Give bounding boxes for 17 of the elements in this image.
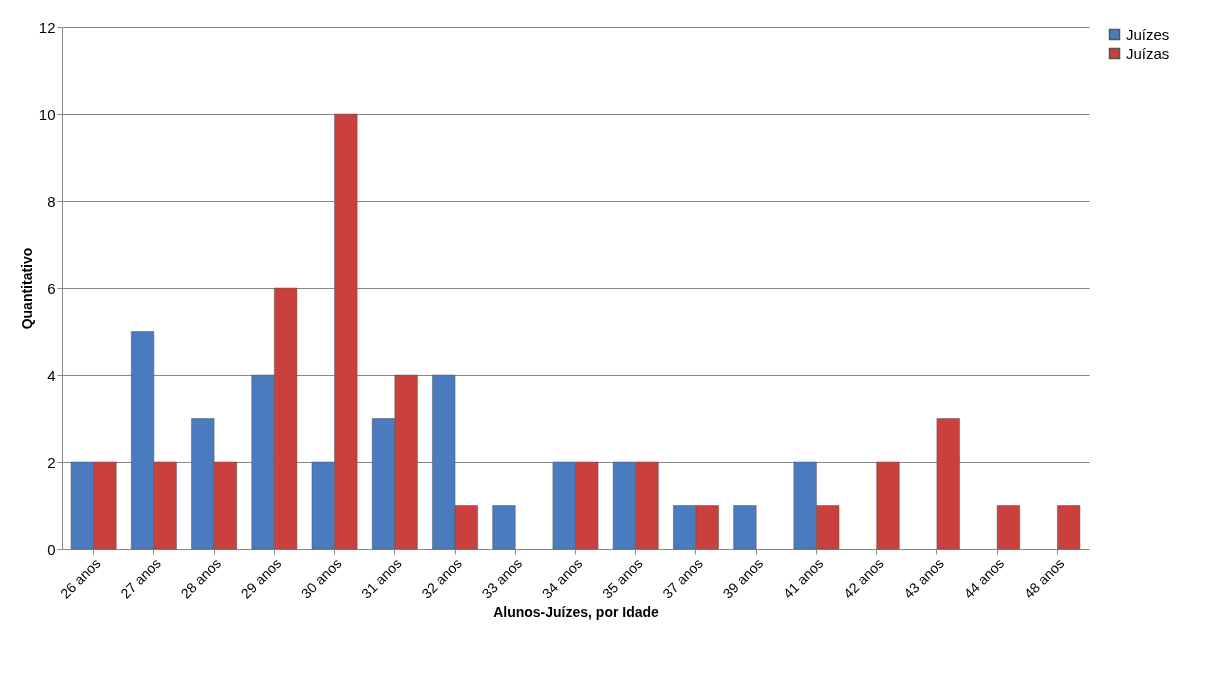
y-tick-label: 12: [38, 18, 56, 36]
y-tick-label: 0: [47, 540, 56, 558]
legend-label: Juízas: [1126, 44, 1170, 62]
x-axis-title: Alunos-Juízes, por Idade: [493, 603, 660, 620]
y-tick-label: 8: [47, 192, 56, 210]
y-axis-title: Quantitativo: [18, 247, 35, 330]
y-tick-label: 6: [47, 279, 56, 297]
y-tick-label: 4: [47, 366, 56, 384]
bar: [936, 418, 960, 550]
bar: [1057, 505, 1081, 550]
y-tick-label: 10: [38, 105, 56, 123]
bar: [996, 505, 1020, 550]
bar: [733, 505, 757, 550]
legend-label: Juízes: [1126, 25, 1170, 43]
y-tick-label: 2: [47, 453, 56, 471]
bar: [876, 461, 900, 550]
bar: [492, 505, 516, 550]
